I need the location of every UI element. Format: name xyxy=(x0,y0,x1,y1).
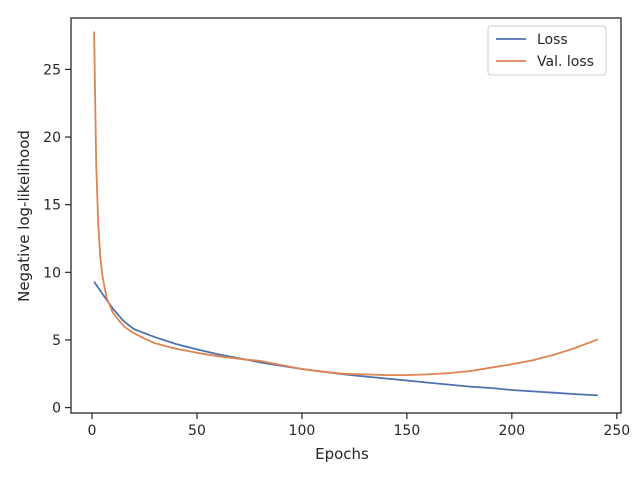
x-tick-label: 100 xyxy=(289,423,316,439)
lines-layer xyxy=(93,31,599,397)
y-tick-label: 5 xyxy=(52,333,61,349)
x-axis-label: Epochs xyxy=(315,445,369,463)
y-tick-label: 20 xyxy=(43,130,61,146)
y-tick-label: 10 xyxy=(43,265,61,281)
x-tick-label: 150 xyxy=(394,423,421,439)
y-tick-label: 0 xyxy=(52,401,61,417)
y-axis-label: Negative log-likelihood xyxy=(15,130,33,302)
legend: Loss Val. loss xyxy=(487,25,607,76)
x-tick-label: 0 xyxy=(88,423,97,439)
y-tick-label: 15 xyxy=(43,198,61,214)
plot-frame xyxy=(70,17,622,414)
legend-label-loss: Loss xyxy=(537,32,568,48)
x-tick-label: 50 xyxy=(188,423,206,439)
x-tick-label: 250 xyxy=(603,423,630,439)
legend-label-val-loss: Val. loss xyxy=(537,54,594,70)
ticks-layer: 0 50 100 150 200 250 0 5 10 15 20 25 xyxy=(43,62,630,439)
series-line-val-loss xyxy=(93,31,599,377)
y-tick-label: 25 xyxy=(43,62,61,78)
x-tick-label: 200 xyxy=(498,423,525,439)
